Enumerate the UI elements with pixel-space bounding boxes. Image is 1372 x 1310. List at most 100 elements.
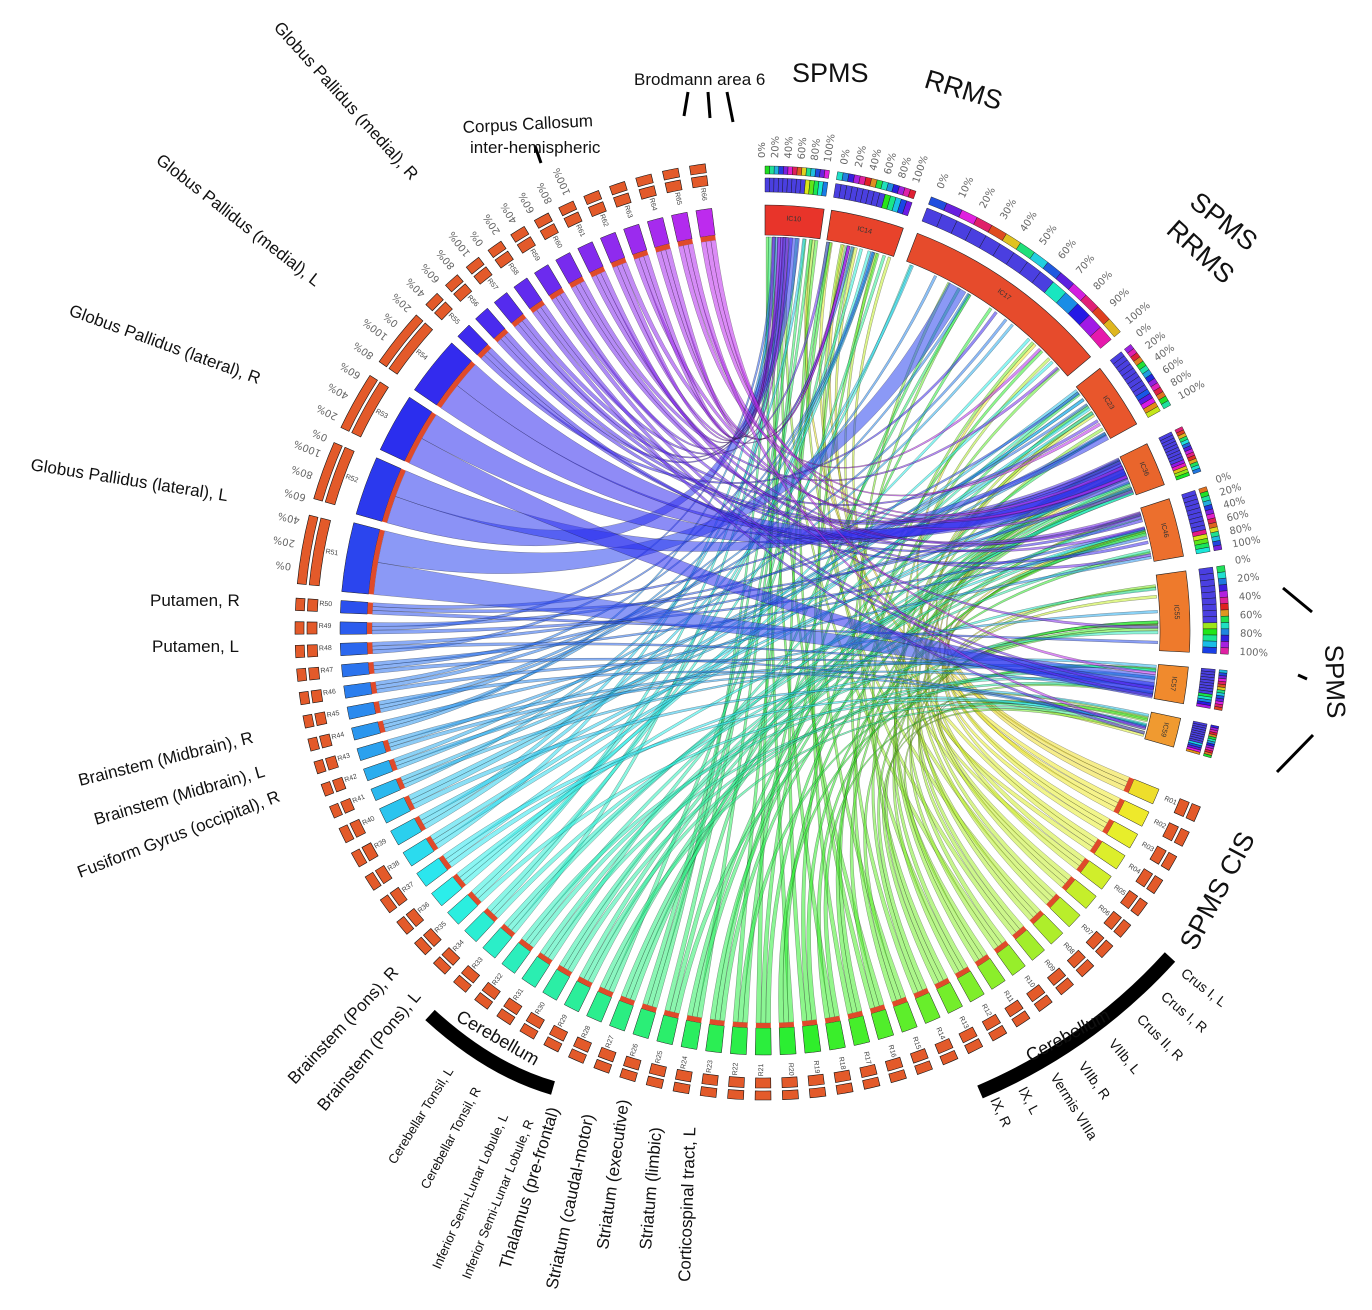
region-segment-marker — [1046, 893, 1061, 909]
region-segment — [730, 1026, 748, 1055]
region-segment-marker — [654, 243, 671, 253]
percent-tick: 40% — [1018, 210, 1039, 235]
outer-bar-block — [593, 1058, 613, 1074]
ic-track-block — [1201, 597, 1217, 606]
region-segment-marker — [632, 249, 649, 260]
scale-ic55: 0% 20% 40% 60% 80% 100% — [1234, 554, 1268, 660]
region-segment-label: R38 — [387, 860, 402, 873]
outer-bar-block — [510, 225, 530, 243]
outer-bar-block — [833, 1069, 852, 1083]
region-segment-label: R44 — [331, 731, 345, 741]
region-segment-marker — [847, 1010, 864, 1020]
region-segment-marker — [377, 720, 386, 734]
region-segment-marker — [395, 777, 406, 790]
percent-tick: 10% — [957, 175, 976, 200]
percent-tick: 80% — [1229, 522, 1253, 537]
connection-ribbon — [375, 251, 874, 686]
percent-tick: 100% — [1231, 535, 1261, 551]
ic-track-block — [764, 165, 770, 175]
outer-bar-block — [691, 175, 709, 189]
outer-bar-block — [727, 1089, 745, 1100]
outer-bar-block — [423, 928, 442, 947]
outer-bar-block — [648, 1063, 667, 1078]
region-segment-marker — [370, 681, 378, 694]
ic-segment — [764, 204, 825, 240]
outer-bar-block — [338, 824, 355, 844]
region-segment-label: R60 — [551, 235, 563, 250]
ic-segment — [1140, 498, 1184, 562]
outer-bar-block — [675, 1068, 693, 1083]
ic-track-block — [1220, 622, 1230, 630]
percent-tick: 40% — [326, 380, 351, 401]
outer-bar-block — [351, 381, 389, 438]
percent-tick: 50% — [1038, 223, 1060, 247]
outer-bar-block — [1130, 897, 1148, 917]
connection-ribbon — [604, 532, 1147, 991]
percent-tick: 60% — [797, 137, 810, 160]
outer-bar-block — [533, 212, 553, 229]
connection-ribbon — [423, 264, 914, 830]
connection-ribbon — [665, 237, 790, 438]
scale-ic17: 0% 10% 20% 30%40%50%60%70%80%90%100% — [936, 172, 1153, 327]
ic-segment — [906, 232, 1091, 377]
region-segment — [870, 1008, 895, 1040]
ic-segment-label: IC46 — [1159, 522, 1169, 538]
ic-track-block — [1202, 610, 1218, 618]
connection-ribbon — [579, 280, 1060, 482]
region-segment-marker — [891, 996, 908, 1007]
percent-tick: 40% — [1222, 495, 1246, 511]
outer-bar-block — [623, 1055, 642, 1071]
ic-track-block — [821, 181, 829, 197]
connection-ribbon — [600, 237, 781, 444]
outer-bar-block — [1103, 910, 1122, 930]
connection-ribbon — [379, 275, 938, 710]
ic-track-block — [778, 166, 784, 175]
outer-bar-block — [473, 266, 493, 285]
connection-ribbon — [674, 620, 1159, 1014]
percent-tick: 40% — [868, 148, 884, 172]
percent-tick: 0% — [468, 229, 486, 248]
region-segment-marker — [801, 1019, 818, 1027]
region-segment-label: R26 — [629, 1043, 639, 1057]
connection-ribbon — [373, 657, 1147, 729]
outer-bar-block — [350, 848, 368, 868]
outer-bar-block — [568, 1048, 587, 1064]
label-striatum-limbic: Striatum (limbic) — [636, 1126, 666, 1250]
percent-tick: 60% — [1240, 610, 1262, 622]
region-segment — [370, 778, 401, 802]
ic-track-block — [1202, 634, 1218, 642]
outer-bar-block — [884, 1056, 904, 1072]
ic-track-block — [1220, 603, 1229, 611]
region-segment-label: R30 — [534, 1001, 547, 1016]
percent-tick: 80% — [352, 339, 377, 361]
label-globus-lateral-r: Globus Pallidus (lateral), R — [67, 301, 264, 388]
region-segment-label: R27 — [605, 1035, 616, 1050]
region-segment — [346, 701, 377, 720]
region-segment — [647, 217, 670, 248]
region-segment-marker — [549, 287, 565, 300]
outer-bar-block — [313, 759, 327, 775]
outer-bar-block — [388, 322, 434, 375]
ic-track-block — [928, 196, 948, 211]
region-segment-marker — [1061, 876, 1076, 891]
outer-bar-block — [414, 936, 433, 956]
percent-tick: 60% — [517, 190, 537, 215]
region-segment — [623, 223, 648, 255]
ic-segment — [1119, 443, 1165, 496]
region-segment-marker — [934, 977, 951, 990]
connection-ribbon — [540, 304, 1153, 698]
outer-bar-block — [1173, 798, 1190, 818]
ic-track-block — [769, 177, 775, 193]
outer-bar-block — [664, 179, 683, 194]
percent-tick: 80% — [535, 181, 555, 206]
ic-segment-label: IC55 — [1172, 605, 1180, 620]
region-segment-label: R19 — [812, 1060, 820, 1074]
ic-track-block — [823, 169, 830, 179]
region-segment-label: R52 — [344, 474, 359, 485]
outer-bar-block — [662, 167, 681, 181]
connection-ribbon — [617, 237, 782, 442]
ic-track-block — [1202, 616, 1218, 624]
label-inter-hemispheric: inter-hemispheric — [470, 138, 601, 157]
region-segment-label: R54 — [414, 348, 428, 362]
ic-segment — [1153, 664, 1189, 705]
